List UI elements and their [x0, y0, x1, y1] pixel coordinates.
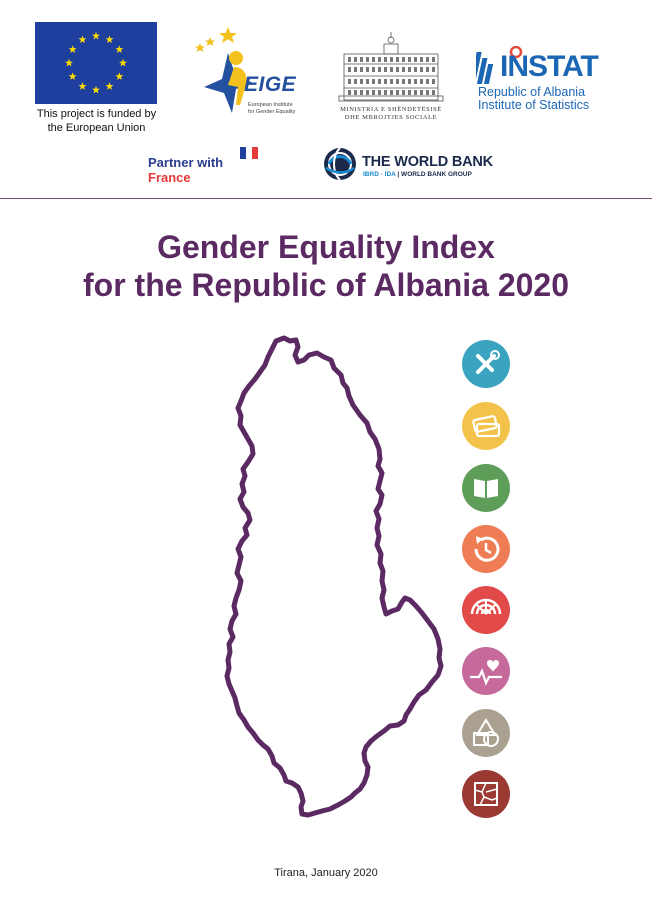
instat-line1: Republic of Albania	[478, 85, 586, 99]
world-bank-subtitle: IBRD · IDA | WORLD BANK GROUP	[363, 171, 472, 178]
eu-star	[68, 72, 77, 80]
eu-star	[119, 58, 127, 67]
money-icon	[462, 402, 510, 450]
eu-flag-logo	[35, 22, 157, 104]
eu-star	[78, 82, 87, 90]
world-bank-subtitle-blue: IBRD · IDA	[363, 171, 396, 178]
eige-figure-icon	[195, 27, 254, 113]
eu-star	[65, 58, 73, 67]
partner-with-france-logo: Partner with France	[146, 145, 261, 187]
eu-star	[92, 31, 100, 40]
eu-stars-icon	[65, 31, 127, 94]
work-icon	[462, 340, 510, 388]
eu-star	[105, 35, 114, 44]
world-bank-globe-icon	[324, 147, 356, 181]
eige-logo: EIGE European Institute for Gender Equal…	[192, 25, 302, 125]
eu-caption-line2: the European Union	[47, 122, 146, 134]
instat-name: INSTAT	[500, 50, 599, 83]
health-icon	[462, 647, 510, 695]
header-divider	[0, 198, 652, 199]
publication-place-date: Tirana, January 2020	[274, 867, 378, 879]
albania-map-icon	[224, 335, 444, 818]
eu-star	[78, 35, 87, 44]
eige-line2: for Gender Equality	[248, 108, 296, 115]
france-line2: France	[148, 170, 191, 185]
intersecting-inequalities-icon	[462, 709, 510, 757]
instat-logo: INSTAT Republic of Albania Institute of …	[469, 45, 611, 116]
eu-caption-line1: This project is funded by	[36, 108, 157, 120]
world-bank-logo: THE WORLD BANK IBRD · IDA | WORLD BANK G…	[322, 146, 502, 186]
french-flag-icon	[240, 147, 258, 159]
eu-star	[92, 85, 100, 94]
ministry-name-line2: DHE MBROJTJES SOCIALE	[344, 114, 438, 121]
eige-acronym: EIGE	[244, 73, 297, 96]
ministry-building-icon	[338, 32, 444, 102]
eu-star	[68, 45, 77, 53]
title-line1: Gender Equality Index	[157, 229, 495, 265]
france-line1: Partner with	[148, 155, 224, 170]
eu-star	[115, 45, 124, 53]
eu-star	[115, 72, 124, 80]
instat-line2: Institute of Statistics	[478, 98, 590, 112]
power-icon	[462, 586, 510, 634]
albania-map-outline	[220, 335, 452, 820]
violence-icon	[462, 770, 510, 818]
eu-star	[105, 82, 114, 90]
title-line2: for the Republic of Albania 2020	[82, 267, 569, 303]
time-icon	[462, 525, 510, 573]
ministry-name-line1: MINISTRIA E SHËNDETËSISË	[340, 106, 442, 113]
ministry-logo: MINISTRIA E SHËNDETËSISË DHE MBROJTJES S…	[336, 30, 446, 121]
page-title: Gender Equality Index for the Republic o…	[0, 228, 652, 304]
eu-funding-caption: This project is funded by the European U…	[25, 107, 168, 135]
eige-line1: European Institute	[248, 102, 293, 108]
eige-fullname: European Institute for Gender Equality	[248, 102, 295, 115]
world-bank-name: THE WORLD BANK	[362, 154, 493, 170]
knowledge-icon	[462, 464, 510, 512]
world-bank-subtitle-dark: | WORLD BANK GROUP	[395, 171, 472, 178]
